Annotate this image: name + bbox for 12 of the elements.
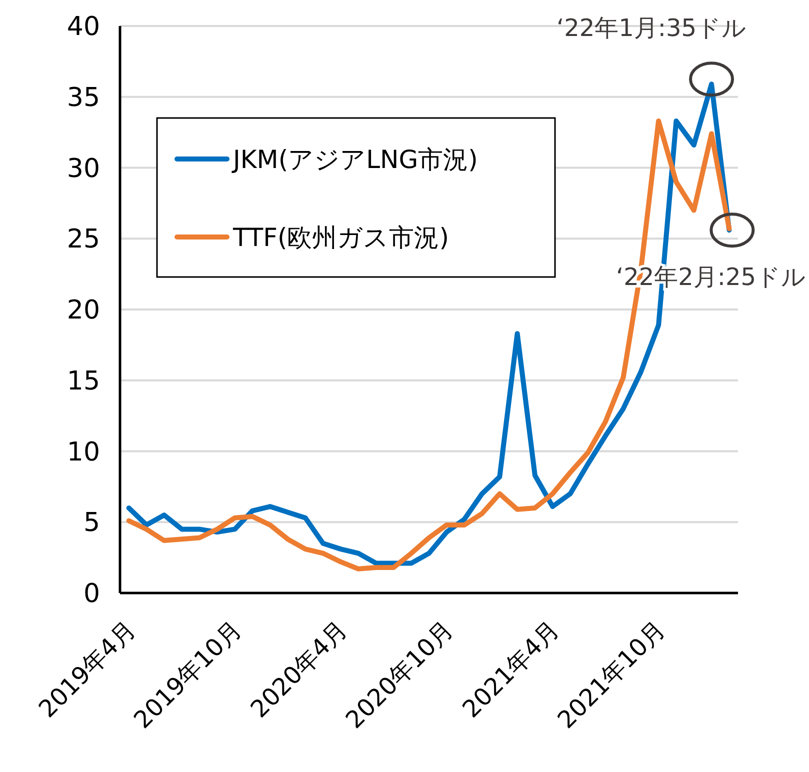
annotation: ‘22年1月:35ドル (556, 14, 747, 42)
y-tick-label: 0 (83, 579, 100, 609)
y-tick-label: 5 (83, 508, 100, 538)
legend-label: JKM(アジアLNG市況) (231, 145, 478, 174)
y-tick-label: 10 (66, 437, 100, 468)
legend-label: TTF(欧州ガス市況) (232, 223, 449, 252)
y-tick-label: 35 (66, 82, 100, 113)
y-tick-label: 30 (66, 154, 100, 184)
y-tick-label: 15 (66, 366, 100, 396)
y-tick-label: 20 (66, 296, 100, 326)
y-tick-label: 25 (66, 224, 100, 255)
y-tick-label: 40 (66, 12, 100, 42)
